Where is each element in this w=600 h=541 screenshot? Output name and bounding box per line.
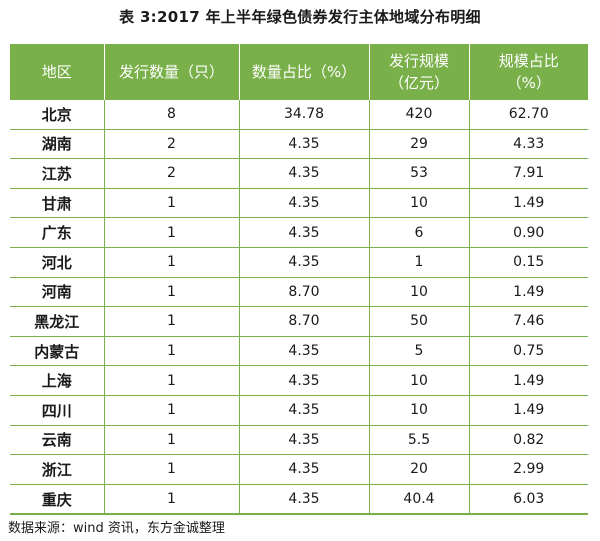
size-share-cell: 0.90 [469, 217, 588, 248]
issue-size-cell: 5 [369, 336, 470, 367]
size-share-cell: 62.70 [469, 100, 588, 130]
count-share-cell: 4.35 [239, 129, 370, 160]
count-share-cell: 4.35 [239, 484, 370, 516]
issue-count-cell: 1 [104, 365, 240, 396]
table-row: 河北 1 4.35 1 0.15 [10, 247, 588, 278]
header-size-share: 规模占比 （%） [469, 44, 588, 100]
count-share-cell: 4.35 [239, 247, 370, 278]
region-cell: 江苏 [10, 158, 105, 189]
issue-size-cell: 5.5 [369, 425, 470, 456]
issue-size-cell: 53 [369, 158, 470, 189]
issue-size-cell: 420 [369, 100, 470, 130]
count-share-cell: 4.35 [239, 336, 370, 367]
size-share-cell: 0.82 [469, 425, 588, 456]
size-share-cell: 6.03 [469, 484, 588, 516]
region-cell: 重庆 [10, 484, 105, 516]
issue-size-cell: 10 [369, 395, 470, 426]
size-share-cell: 2.99 [469, 454, 588, 485]
size-share-cell: 0.15 [469, 247, 588, 278]
table-row: 湖南 2 4.35 29 4.33 [10, 129, 588, 160]
header-row: 地区 发行数量（只） 数量占比（%） 发行规模 （亿元） 规模占比 （%） [10, 44, 588, 100]
region-cell: 上海 [10, 365, 105, 396]
issue-size-cell: 10 [369, 277, 470, 308]
header-count-share: 数量占比（%） [239, 44, 370, 100]
size-share-cell: 1.49 [469, 188, 588, 219]
region-cell: 四川 [10, 395, 105, 426]
header-region: 地区 [10, 44, 105, 100]
region-distribution-table: 地区 发行数量（只） 数量占比（%） 发行规模 （亿元） 规模占比 （%） 北京 8 3… [10, 44, 588, 516]
table-row: 北京 8 34.78 420 62.70 [10, 100, 588, 130]
issue-count-cell: 1 [104, 306, 240, 337]
count-share-cell: 8.70 [239, 277, 370, 308]
table-row: 内蒙古 1 4.35 5 0.75 [10, 336, 588, 367]
size-share-cell: 7.91 [469, 158, 588, 189]
table-title: 表 3:2017 年上半年绿色债券发行主体地域分布明细 [119, 8, 481, 26]
issue-count-cell: 1 [104, 217, 240, 248]
count-share-cell: 4.35 [239, 454, 370, 485]
size-share-cell: 1.49 [469, 365, 588, 396]
issue-size-cell: 10 [369, 188, 470, 219]
issue-count-cell: 1 [104, 454, 240, 485]
region-cell: 湖南 [10, 129, 105, 160]
issue-count-cell: 1 [104, 277, 240, 308]
count-share-cell: 4.35 [239, 395, 370, 426]
region-cell: 北京 [10, 100, 105, 130]
table-row: 黑龙江 1 8.70 50 7.46 [10, 306, 588, 337]
header-issue-count: 发行数量（只） [104, 44, 240, 100]
issue-count-cell: 1 [104, 425, 240, 456]
issue-count-cell: 2 [104, 129, 240, 160]
table-row: 江苏 2 4.35 53 7.91 [10, 158, 588, 189]
region-cell: 浙江 [10, 454, 105, 485]
issue-size-cell: 20 [369, 454, 470, 485]
issue-count-cell: 1 [104, 484, 240, 516]
region-cell: 内蒙古 [10, 336, 105, 367]
table-row: 云南 1 4.35 5.5 0.82 [10, 425, 588, 456]
issue-count-cell: 2 [104, 158, 240, 189]
issue-size-cell: 29 [369, 129, 470, 160]
issue-count-cell: 1 [104, 336, 240, 367]
count-share-cell: 4.35 [239, 188, 370, 219]
table-row: 甘肃 1 4.35 10 1.49 [10, 188, 588, 219]
size-share-cell: 0.75 [469, 336, 588, 367]
table-row: 河南 1 8.70 10 1.49 [10, 277, 588, 308]
count-share-cell: 4.35 [239, 425, 370, 456]
size-share-cell: 4.33 [469, 129, 588, 160]
count-share-cell: 4.35 [239, 158, 370, 189]
count-share-cell: 4.35 [239, 217, 370, 248]
table-row: 重庆 1 4.35 40.4 6.03 [10, 484, 588, 516]
issue-size-cell: 10 [369, 365, 470, 396]
count-share-cell: 4.35 [239, 365, 370, 396]
issue-count-cell: 1 [104, 247, 240, 278]
table-row: 上海 1 4.35 10 1.49 [10, 365, 588, 396]
region-cell: 云南 [10, 425, 105, 456]
source-note: 数据来源：wind 资讯，东方金诚整理 [8, 521, 225, 536]
region-cell: 黑龙江 [10, 306, 105, 337]
header-issue-size: 发行规模 （亿元） [369, 44, 470, 100]
size-share-cell: 1.49 [469, 395, 588, 426]
issue-size-cell: 6 [369, 217, 470, 248]
region-cell: 广东 [10, 217, 105, 248]
count-share-cell: 8.70 [239, 306, 370, 337]
table-row: 四川 1 4.35 10 1.49 [10, 395, 588, 426]
issue-count-cell: 1 [104, 188, 240, 219]
region-cell: 河南 [10, 277, 105, 308]
table-row: 浙江 1 4.35 20 2.99 [10, 454, 588, 485]
issue-size-cell: 50 [369, 306, 470, 337]
size-share-cell: 1.49 [469, 277, 588, 308]
issue-count-cell: 8 [104, 100, 240, 130]
issue-size-cell: 40.4 [369, 484, 470, 516]
region-cell: 河北 [10, 247, 105, 278]
count-share-cell: 34.78 [239, 100, 370, 130]
issue-size-cell: 1 [369, 247, 470, 278]
issue-count-cell: 1 [104, 395, 240, 426]
size-share-cell: 7.46 [469, 306, 588, 337]
region-cell: 甘肃 [10, 188, 105, 219]
table-row: 广东 1 4.35 6 0.90 [10, 217, 588, 248]
